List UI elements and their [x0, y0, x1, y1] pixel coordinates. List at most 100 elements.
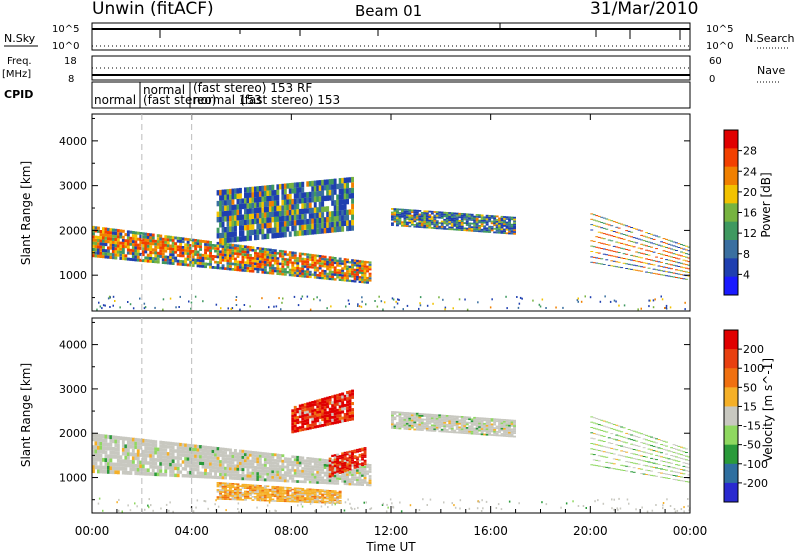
velocity-cell: [291, 493, 295, 495]
velocity-cell: [271, 456, 275, 459]
velocity-cell: [356, 471, 359, 475]
velocity-cell: [114, 462, 118, 467]
velocity-cell: [625, 456, 629, 458]
velocity-cell: [236, 458, 240, 462]
power-cell: [134, 237, 138, 241]
velocity-cell: [343, 397, 347, 401]
velocity-cell: [465, 430, 469, 433]
velocity-cell: [498, 429, 501, 432]
velocity-cell: [268, 493, 272, 496]
velocity-cell: [219, 496, 222, 499]
velocity-cell: [258, 485, 262, 487]
power-cell: [288, 199, 292, 205]
power-cell: [445, 212, 449, 214]
velocity-cell: [630, 471, 634, 473]
velocity-cell: [273, 490, 277, 493]
velocity-cell: [144, 472, 148, 476]
power-cell: [293, 182, 297, 188]
power-cell: [498, 224, 501, 227]
velocity-cell: [470, 427, 474, 430]
power-cell: [119, 232, 123, 236]
power-cell: [146, 247, 150, 251]
power-cell: [278, 184, 282, 190]
power-cell: [687, 268, 691, 270]
power-colorbar-label: 4: [743, 268, 750, 281]
power-cell: [109, 231, 113, 235]
velocity-cell: [246, 453, 250, 457]
velocity-cell: [358, 465, 362, 467]
velocity-cell: [201, 461, 205, 466]
power-cell: [278, 249, 282, 253]
velocity-cell: [291, 414, 295, 418]
power-cell: [343, 220, 347, 226]
velocity-cell: [316, 490, 320, 492]
power-cell: [687, 253, 691, 255]
velocity-cell: [116, 436, 120, 440]
power-cell: [261, 234, 265, 240]
velocity-cell: [410, 417, 414, 420]
velocity-cell: [635, 431, 639, 433]
velocity-cell: [169, 452, 173, 456]
velocity-cell: [415, 418, 419, 420]
power-cell: [458, 220, 462, 222]
power-cell: [321, 190, 325, 196]
velocity-cell: [251, 474, 255, 478]
power-cell: [473, 226, 477, 229]
power-cell: [460, 229, 464, 231]
velocity-cell: [221, 457, 225, 461]
velocity-cell: [306, 501, 310, 503]
power-speckle: [179, 295, 181, 298]
power-cell: [321, 260, 325, 263]
power-cell: [341, 271, 345, 275]
power-cell: [131, 231, 135, 234]
power-cell: [408, 216, 412, 219]
power-cell: [308, 256, 312, 259]
power-cell: [500, 221, 504, 224]
velocity-cell: [473, 418, 477, 421]
power-cell: [144, 238, 148, 242]
power-cell: [256, 265, 260, 268]
velocity-cell: [453, 429, 457, 432]
velocity-cell: [428, 417, 432, 420]
power-cell: [642, 262, 646, 264]
power-cell: [184, 260, 188, 264]
velocity-cell: [356, 467, 359, 470]
power-cell: [296, 219, 300, 226]
velocity-cell: [261, 488, 265, 490]
velocity-cell: [356, 450, 359, 453]
power-cell: [505, 232, 509, 235]
power-cell: [107, 240, 110, 244]
power-cell: [313, 218, 317, 224]
velocity-cell: [293, 422, 297, 425]
power-cell: [311, 218, 315, 224]
power-cell: [216, 233, 220, 239]
power-cell: [226, 232, 230, 238]
velocity-cell: [483, 428, 487, 431]
power-cell: [298, 192, 302, 199]
power-cell: [283, 260, 287, 264]
velocity-cell: [336, 417, 340, 421]
velocity-cell: [450, 422, 454, 425]
velocity-cell: [600, 450, 604, 452]
velocity-cell: [450, 418, 454, 421]
power-cell: [191, 261, 195, 264]
velocity-cell: [485, 417, 489, 420]
power-cell: [281, 265, 285, 268]
velocity-cell: [396, 427, 399, 430]
power-cell: [134, 255, 138, 259]
power-cell: [273, 249, 277, 252]
velocity-cell: [199, 448, 202, 452]
power-cell: [116, 229, 120, 233]
velocity-cell: [475, 424, 479, 426]
power-cell: [353, 277, 357, 281]
velocity-cell: [189, 474, 193, 478]
velocity-cell: [455, 431, 459, 434]
power-cell: [246, 261, 250, 265]
power-cell: [268, 258, 272, 262]
velocity-cell: [258, 451, 262, 455]
power-cell: [341, 226, 345, 232]
velocity-cell: [612, 468, 616, 470]
velocity-cell: [276, 498, 280, 501]
power-cell: [336, 264, 340, 267]
power-cell: [174, 250, 178, 254]
